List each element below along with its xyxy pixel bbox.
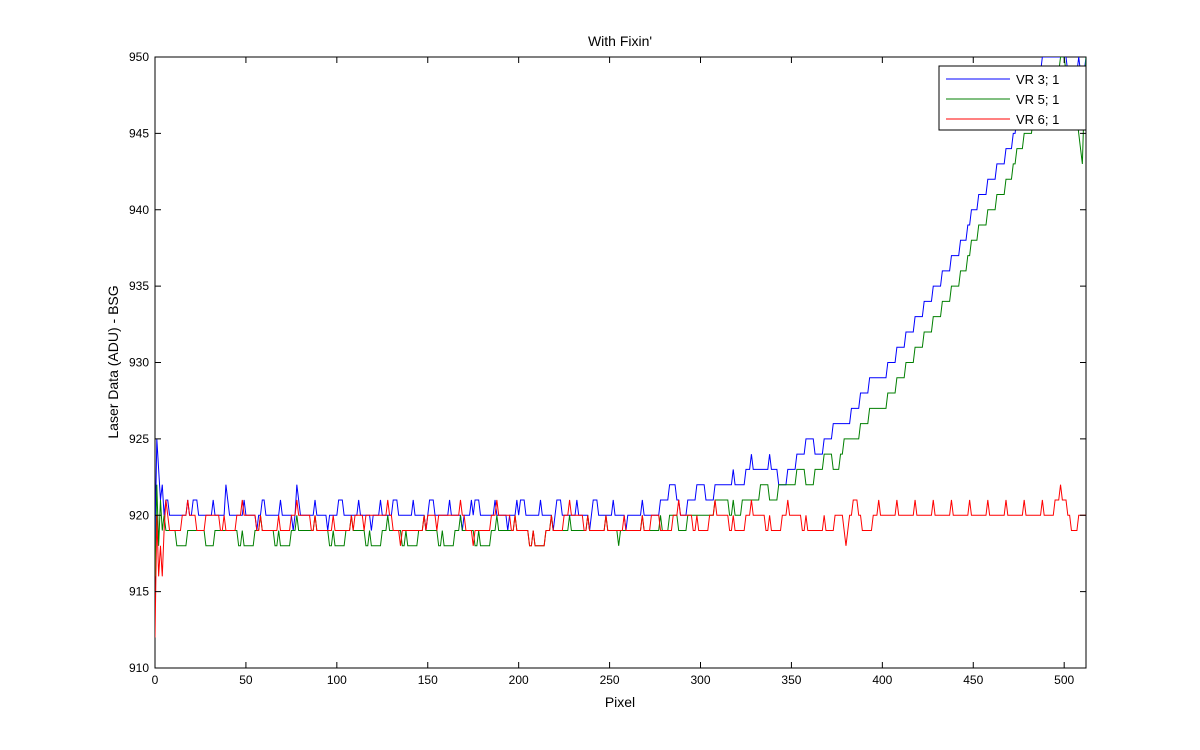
y-tick-label: 915: [129, 585, 149, 599]
plot-area: [154, 56, 1087, 669]
legend: VR 3; 1 VR 5; 1 VR 6; 1: [938, 65, 1087, 131]
y-tick-label: 925: [129, 432, 149, 446]
x-tick-label: 450: [963, 673, 983, 687]
x-tick-label: 500: [1054, 673, 1074, 687]
y-tick-label: 910: [129, 661, 149, 675]
y-tick-label: 920: [129, 508, 149, 522]
y-tick-label: 945: [129, 126, 149, 140]
x-axis-label: Pixel: [605, 694, 635, 710]
y-axis-label: Laser Data (ADU) - BSG: [105, 285, 121, 438]
y-tick-label: 935: [129, 279, 149, 293]
x-tick-label: 200: [509, 673, 529, 687]
x-tick-label: 150: [418, 673, 438, 687]
tick-layer: 0 50 100 150 200 250 300 350 400 450 500 910 915 920 9…: [129, 50, 1086, 687]
x-tick-label: 300: [690, 673, 710, 687]
legend-label: VR 6; 1: [1016, 112, 1059, 127]
y-tick-label: 940: [129, 203, 149, 217]
x-tick-label: 350: [781, 673, 801, 687]
series-layer: [155, 57, 1086, 638]
x-tick-label: 0: [152, 673, 159, 687]
chart-title: With Fixin': [588, 33, 652, 49]
x-tick-label: 100: [327, 673, 347, 687]
legend-label: VR 5; 1: [1016, 92, 1059, 107]
series-line-1: [155, 57, 1086, 546]
y-tick-label: 930: [129, 356, 149, 370]
legend-label: VR 3; 1: [1016, 72, 1059, 87]
legend-box: [938, 65, 1087, 131]
series-line-3: [155, 484, 1086, 638]
x-tick-label: 50: [239, 673, 253, 687]
x-tick-label: 400: [872, 673, 892, 687]
x-tick-label: 250: [600, 673, 620, 687]
y-tick-label: 950: [129, 50, 149, 64]
